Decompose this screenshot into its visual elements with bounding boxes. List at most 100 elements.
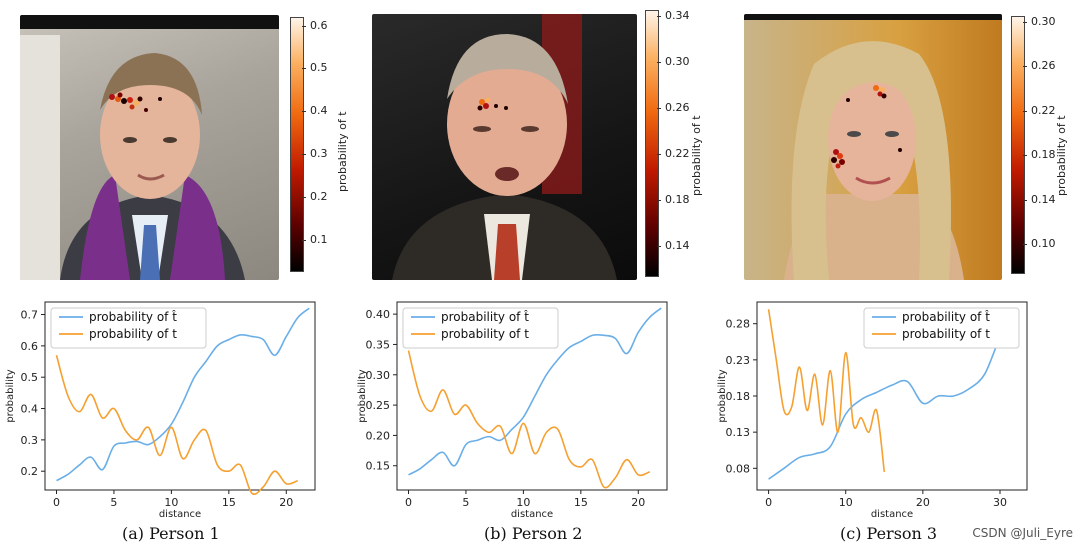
y-tick-label: 0.08 [726, 462, 751, 475]
series-line-t-hat [56, 307, 310, 482]
line-chart-person-1: 0 5 10 15 20 0.2 0.3 0.4 0.5 0.6 0.7 distance probab… [5, 301, 316, 520]
x-tick-label: 30 [993, 496, 1007, 509]
colorbar-tick-mark [302, 154, 306, 156]
y-tick-label: 0.4 [21, 403, 39, 416]
colorbar-tick-mark [1023, 110, 1027, 112]
colorbar-tick-mark [302, 111, 306, 113]
y-axis-label: probability [357, 369, 368, 422]
y-tick-label: 0.3 [21, 434, 39, 447]
x-axis-label: distance [511, 509, 553, 520]
series-line-t-hat [408, 307, 662, 476]
legend-box [863, 307, 1020, 349]
colorbar-person-3 [1011, 16, 1025, 274]
x-axis-label: distance [871, 509, 913, 520]
colorbar-tick-label: 0.18 [665, 193, 690, 207]
colorbar-tick-mark [302, 25, 306, 27]
colorbar-tick-mark [302, 68, 306, 70]
y-tick-label: 0.30 [366, 369, 391, 382]
x-tick-label: 0 [53, 496, 60, 509]
colorbar-tick-mark [657, 154, 661, 156]
colorbar-tick-mark [1023, 21, 1027, 23]
colorbar-tick-label: 0.2 [310, 190, 328, 204]
colorbar-tick-label: 0.30 [1031, 14, 1056, 28]
legend-label: probability of t̂ [902, 310, 990, 324]
y-tick-label: 0.5 [21, 371, 39, 384]
y-axis-label: probability [5, 369, 16, 422]
colorbar-tick-label: 0.14 [1031, 192, 1056, 206]
series-line-t [407, 350, 651, 489]
legend-box [402, 307, 559, 349]
y-tick-label: 0.28 [726, 318, 751, 331]
x-tick-label: 10 [164, 496, 178, 509]
y-tick-label: 0.25 [366, 399, 391, 412]
legend-label: probability of t [902, 327, 990, 341]
x-tick-label: 15 [222, 496, 236, 509]
heatmap-dots [477, 97, 508, 111]
colorbar-tick-label: 0.30 [665, 54, 690, 68]
caption-person-2: (b) Person 2 [484, 524, 583, 543]
colorbar-tick-label: 0.22 [665, 147, 690, 161]
heatmap-dots [831, 85, 902, 169]
x-tick-label: 20 [916, 496, 930, 509]
y-tick-label: 0.18 [726, 390, 751, 403]
colorbar-tick-label: 0.34 [665, 8, 690, 22]
colorbar-tick-label: 0.22 [1031, 103, 1056, 117]
y-tick-label: 0.2 [21, 465, 39, 478]
series-line-t-hat [768, 315, 1017, 480]
y-tick-label: 0.40 [366, 308, 391, 321]
x-tick-label: 0 [405, 496, 412, 509]
colorbar-tick-label: 0.10 [1031, 237, 1056, 251]
y-tick-label: 0.7 [21, 309, 39, 322]
portrait-person-1-icon [20, 35, 245, 280]
y-tick-label: 0.20 [366, 429, 391, 442]
portrait-person-3-photo [744, 14, 1002, 280]
y-tick-label: 0.13 [726, 426, 751, 439]
colorbar-tick-mark [657, 107, 661, 109]
watermark: CSDN @Juli_Eyre [972, 526, 1073, 540]
colorbar-tick-label: 0.4 [310, 104, 328, 118]
line-chart-person-3: 0 10 20 30 0.08 0.13 0.18 0.23 0.28 distance proba… [717, 301, 1028, 520]
colorbar-tick-mark [1023, 244, 1027, 246]
photo-topbar [20, 15, 279, 29]
colorbar-label: probability of t [336, 111, 349, 192]
colorbar-tick-mark [657, 15, 661, 17]
colorbar-tick-mark [657, 200, 661, 202]
x-tick-label: 5 [462, 496, 469, 509]
legend-label: probability of t [441, 327, 529, 341]
colorbar-tick-label: 0.6 [310, 18, 328, 32]
colorbar-tick-label: 0.3 [310, 147, 328, 161]
colorbar-person-2 [645, 10, 659, 277]
series-line-t [767, 309, 886, 473]
portrait-person-3-icon [784, 41, 964, 280]
legend-label: probability of t̂ [441, 310, 529, 324]
caption-person-1: (a) Person 1 [122, 524, 220, 543]
x-tick-label: 10 [839, 496, 853, 509]
colorbar-label: probability of t [690, 115, 703, 196]
y-tick-label: 0.23 [726, 354, 751, 367]
heatmap-dots [109, 92, 162, 112]
y-tick-label: 0.6 [21, 340, 39, 353]
x-tick-label: 0 [765, 496, 772, 509]
x-tick-label: 5 [110, 496, 117, 509]
caption-person-3: (c) Person 3 [840, 524, 938, 543]
x-tick-label: 20 [631, 496, 645, 509]
portrait-person-2-icon [392, 14, 617, 280]
line-chart-person-2: 0 5 10 15 20 0.15 0.20 0.25 0.30 0.35 0.40 distance… [357, 301, 668, 520]
colorbar-tick-mark [1023, 155, 1027, 157]
colorbar-tick-mark [1023, 66, 1027, 68]
colorbar-tick-mark [657, 61, 661, 63]
colorbar-tick-mark [302, 239, 306, 241]
y-axis-label: probability [717, 369, 728, 422]
series-line-t [55, 355, 299, 496]
colorbar-label: probability of t [1055, 115, 1068, 196]
colorbar-tick-label: 0.26 [665, 100, 690, 114]
x-tick-label: 15 [574, 496, 588, 509]
colorbar-tick-mark [1023, 199, 1027, 201]
y-tick-label: 0.15 [366, 460, 391, 473]
portrait-person-1-photo [20, 15, 279, 280]
colorbar-tick-label: 0.1 [310, 232, 328, 246]
x-tick-label: 10 [516, 496, 530, 509]
colorbar-tick-label: 0.18 [1031, 148, 1056, 162]
colorbar-tick-label: 0.26 [1031, 59, 1056, 73]
legend-label: probability of t̂ [89, 310, 177, 324]
